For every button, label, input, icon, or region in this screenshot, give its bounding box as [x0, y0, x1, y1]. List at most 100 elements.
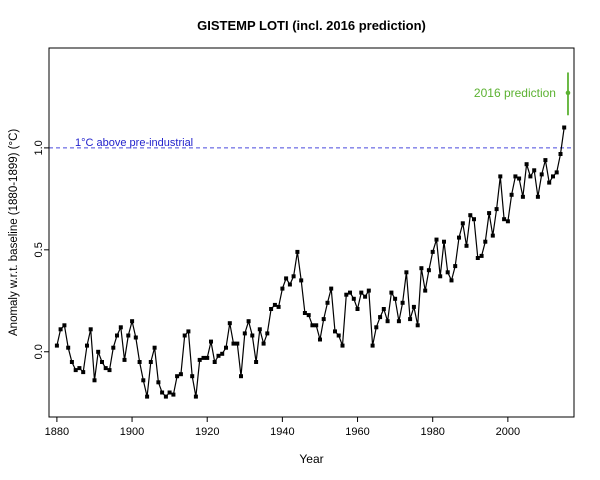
data-point-marker: [77, 366, 82, 371]
data-point-marker: [457, 235, 461, 240]
data-point-marker: [374, 325, 379, 330]
x-tick-label: 1980: [420, 426, 444, 438]
x-tick-label: 1880: [45, 426, 69, 438]
data-point-marker: [148, 360, 153, 364]
data-point-marker: [227, 321, 232, 326]
anomaly-line: [56, 127, 565, 398]
data-point-marker: [224, 345, 228, 350]
data-point-marker: [54, 343, 59, 348]
data-point-marker: [333, 329, 337, 334]
data-point-marker: [460, 221, 465, 226]
data-point-marker: [520, 194, 525, 199]
x-tick-label: 1900: [120, 426, 144, 438]
data-point-marker: [58, 327, 63, 332]
data-point-marker: [167, 390, 172, 395]
data-point-marker: [464, 243, 469, 248]
data-point-marker: [562, 125, 567, 130]
anomaly-series-group: [54, 125, 567, 399]
data-point-marker: [517, 176, 522, 181]
data-point-marker: [265, 331, 270, 336]
data-point-marker: [344, 292, 349, 297]
data-point-marker: [453, 264, 458, 269]
prediction-group: [565, 72, 571, 116]
data-point-marker: [475, 256, 480, 260]
data-point-marker: [280, 286, 285, 291]
data-point-marker: [415, 323, 420, 328]
reference-line-label: 1°C above pre-industrial: [75, 137, 193, 149]
data-point-marker: [426, 268, 431, 273]
data-point-marker: [235, 341, 240, 346]
data-point-marker: [186, 329, 191, 334]
data-point-marker: [502, 217, 507, 222]
data-point-marker: [197, 357, 202, 362]
data-point-marker: [310, 323, 315, 328]
data-point-marker: [201, 355, 206, 360]
data-point-marker: [81, 370, 86, 375]
y-tick-label: 1.0: [33, 140, 45, 155]
data-point-marker: [321, 317, 326, 322]
data-point-marker: [216, 353, 221, 358]
data-point-marker: [306, 313, 311, 318]
data-point-marker: [366, 288, 371, 293]
data-point-marker: [318, 337, 322, 342]
data-point-marker: [239, 374, 243, 379]
data-point-marker: [111, 345, 116, 350]
data-point-marker: [396, 319, 401, 324]
data-point-marker: [340, 343, 345, 348]
data-point-marker: [404, 270, 409, 275]
data-point-marker: [261, 341, 266, 346]
plot-box: [48, 47, 575, 418]
data-point-marker: [370, 343, 375, 348]
data-point-marker: [122, 357, 127, 362]
data-point-marker: [209, 339, 213, 344]
data-point-marker: [554, 170, 559, 175]
y-tick-label: 0.5: [33, 242, 45, 257]
data-point-marker: [539, 172, 544, 177]
x-axis-ticks: 1880 1900 1920 1940 1960 1980 2000: [45, 417, 520, 438]
data-point-marker: [272, 302, 277, 307]
data-point-marker: [171, 392, 176, 397]
data-point-marker: [385, 319, 390, 324]
chart-title: GISTEMP LOTI (incl. 2016 prediction): [197, 18, 426, 33]
data-point-marker: [442, 239, 446, 244]
data-point-marker: [419, 266, 424, 271]
data-point-marker: [160, 390, 165, 395]
data-point-marker: [483, 239, 488, 244]
data-point-marker: [490, 233, 495, 238]
data-point-marker: [505, 219, 510, 224]
data-point-marker: [487, 211, 492, 216]
data-point-marker: [532, 168, 537, 173]
data-point-marker: [314, 323, 319, 328]
data-point-marker: [513, 174, 518, 179]
data-point-marker: [126, 333, 131, 338]
data-point-marker: [468, 213, 473, 218]
data-point-marker: [88, 327, 93, 332]
data-point-marker: [543, 158, 548, 163]
data-point-marker: [145, 394, 150, 399]
data-point-marker: [231, 341, 236, 346]
data-point-marker: [205, 355, 210, 360]
data-point-marker: [472, 217, 476, 222]
data-point-marker: [355, 307, 360, 311]
data-point-marker: [152, 345, 157, 350]
data-point-marker: [182, 333, 187, 338]
data-point-marker: [103, 366, 108, 371]
data-point-marker: [438, 274, 443, 279]
data-point-marker: [163, 394, 168, 399]
data-point-marker: [193, 394, 198, 399]
data-point-marker: [62, 323, 67, 328]
x-tick-label: 2000: [496, 426, 520, 438]
data-point-marker: [359, 290, 364, 295]
data-point-marker: [220, 351, 225, 356]
data-point-marker: [535, 194, 540, 199]
data-point-marker: [551, 174, 555, 179]
data-point-marker: [190, 374, 195, 379]
data-point-marker: [378, 315, 383, 320]
x-axis-title: Year: [299, 452, 324, 466]
data-point-marker: [107, 368, 112, 373]
data-point-marker: [389, 290, 394, 295]
data-point-marker: [329, 286, 334, 291]
data-point-marker: [115, 333, 119, 338]
data-point-marker: [175, 374, 180, 379]
